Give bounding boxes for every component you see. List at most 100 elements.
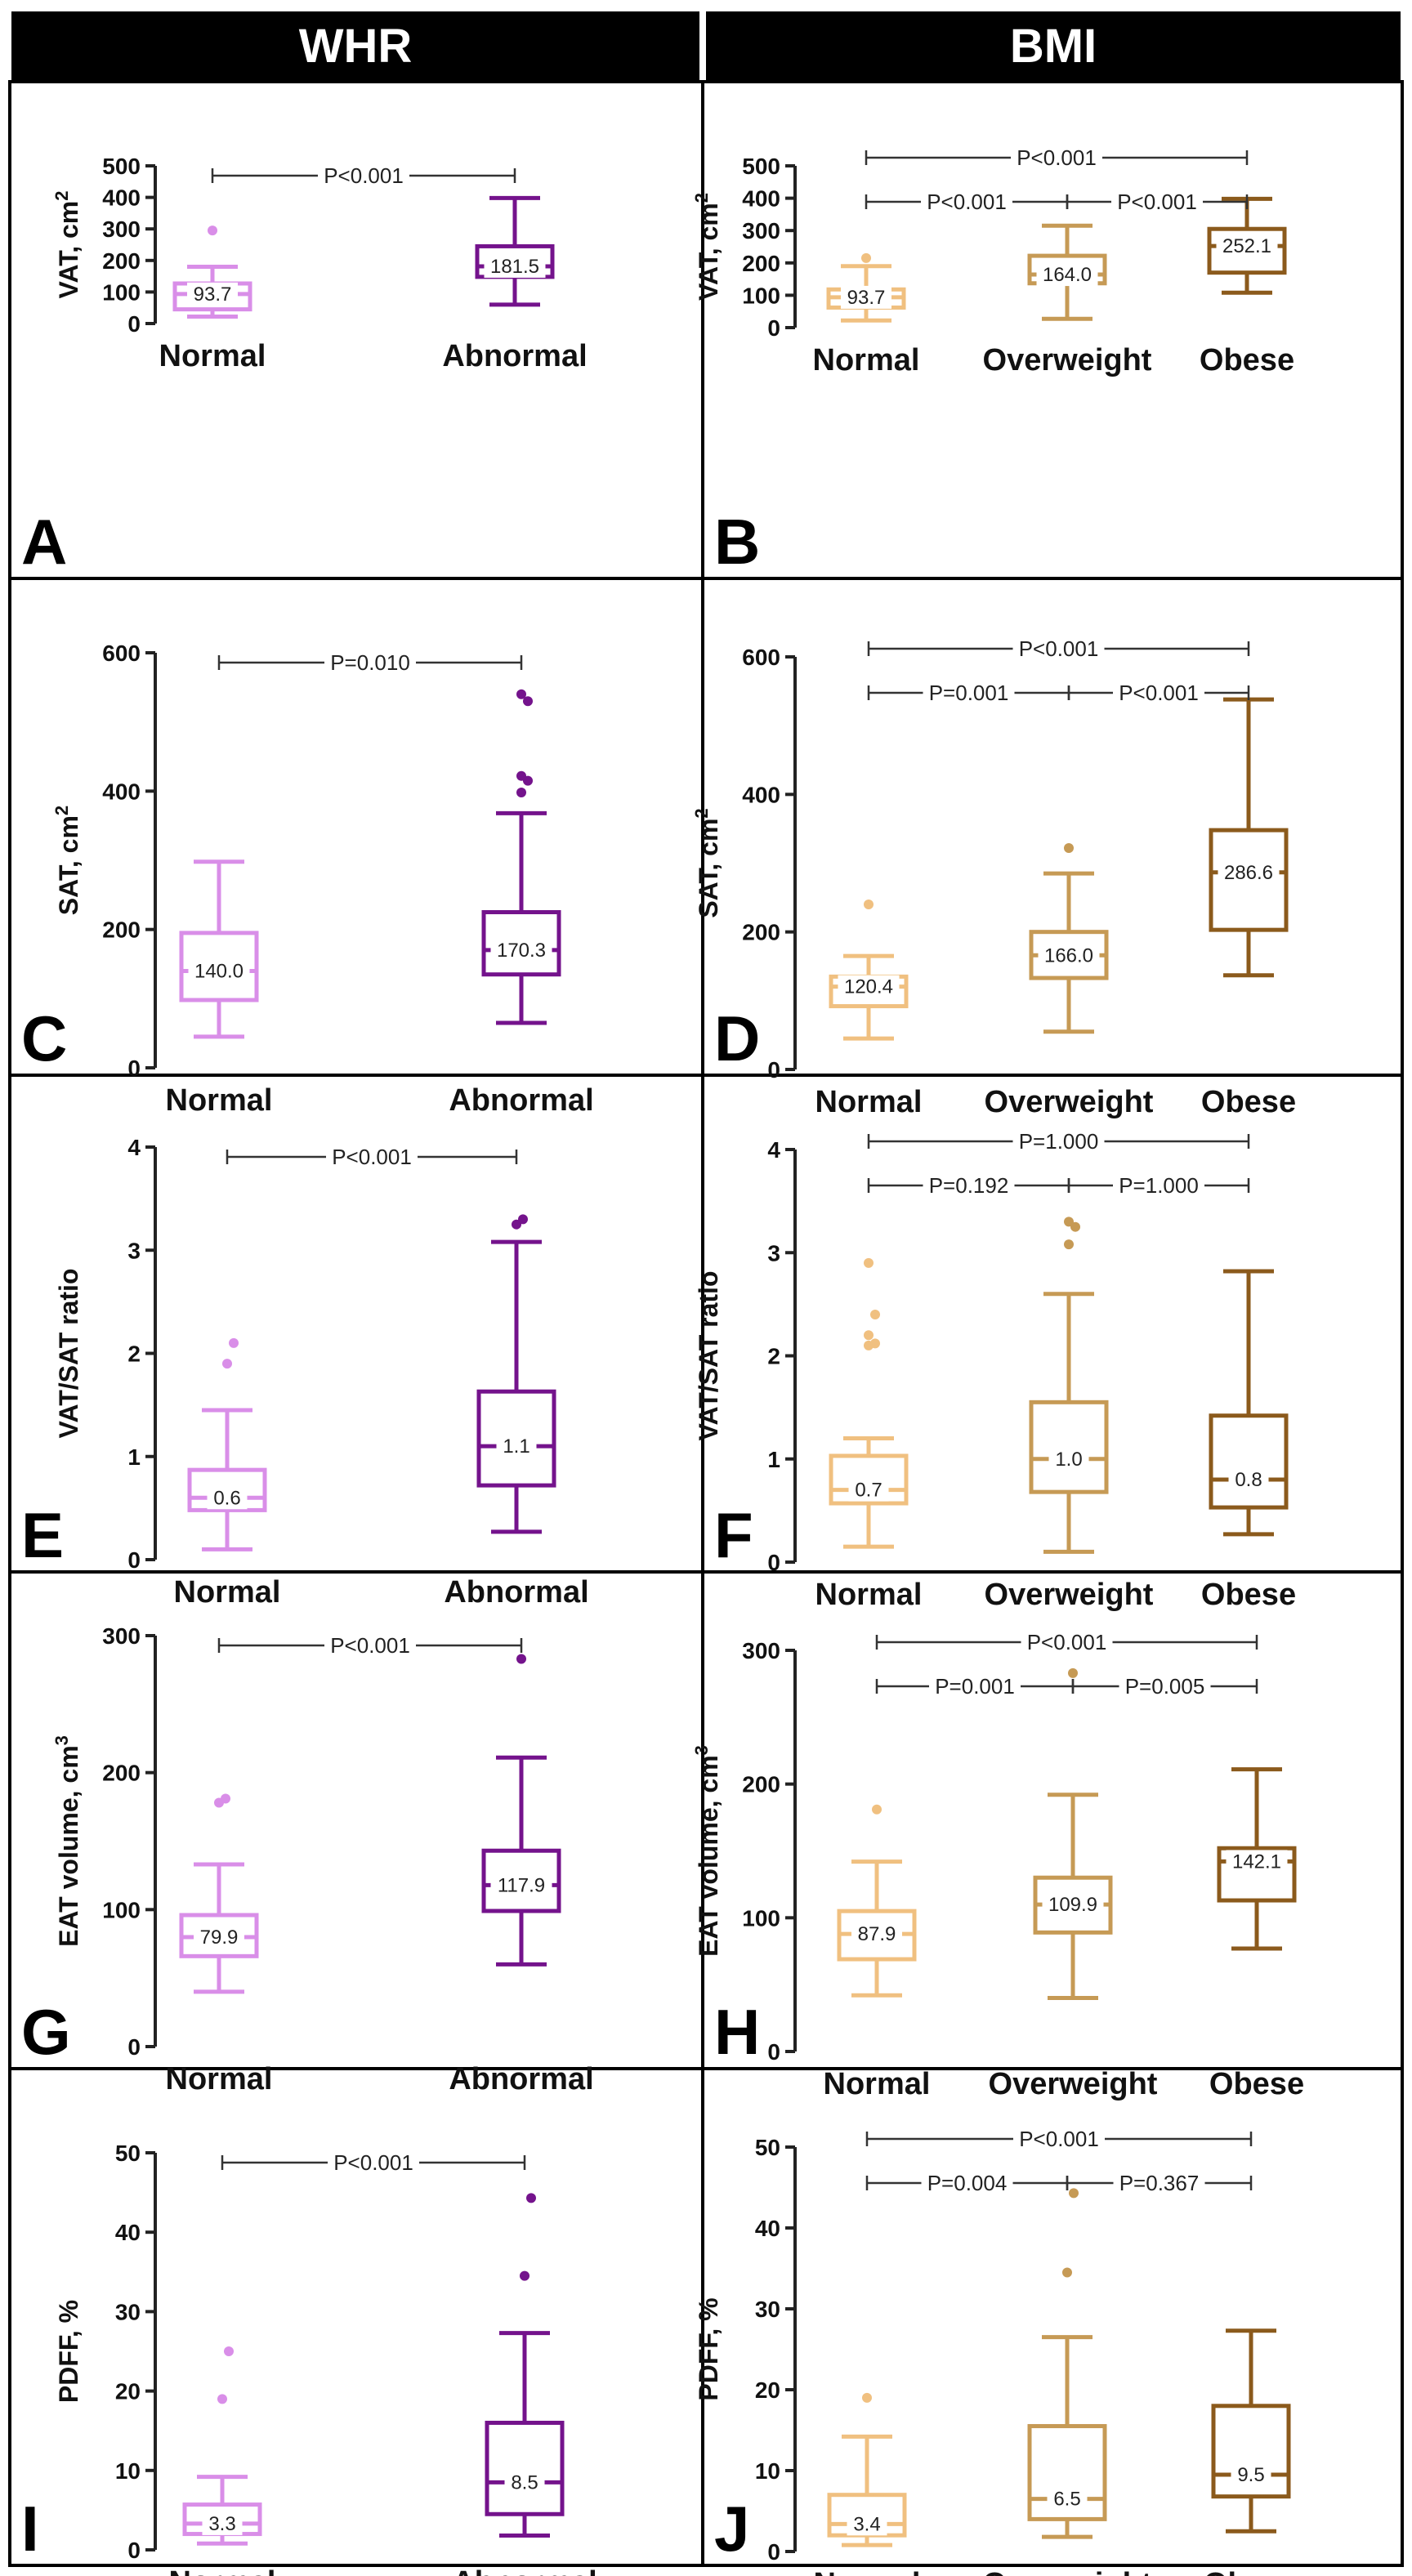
box-abnormal: 8.5 bbox=[485, 2193, 565, 2538]
significance-bracket: P=0.367 bbox=[1066, 2170, 1253, 2195]
x-category-label: Normal bbox=[166, 1083, 273, 1118]
median-label: 286.6 bbox=[1224, 862, 1273, 884]
median-label: 181.5 bbox=[490, 256, 539, 278]
median-label: 120.4 bbox=[844, 976, 893, 998]
box-normal: 0.7 bbox=[829, 1257, 909, 1549]
outlier-point bbox=[1069, 2188, 1079, 2199]
box-normal: 87.9 bbox=[837, 1804, 917, 1998]
median-label-bg bbox=[1048, 1447, 1089, 1471]
panel-f: 0 1 2 3 4 VAT/SAT ratio F 0.7 Normal 1.0 Overweigh… bbox=[694, 1128, 1296, 1612]
median-label-bg bbox=[490, 1873, 552, 1897]
median-label-bg bbox=[1216, 234, 1278, 258]
median-label: 8.5 bbox=[511, 2471, 538, 2493]
median-label-bg bbox=[490, 938, 552, 962]
y-axis-label-superscript: 2 bbox=[51, 806, 72, 815]
outlier-point bbox=[870, 1338, 880, 1349]
y-tick-label: 2 bbox=[127, 1342, 141, 1367]
p-value-label: P=0.367 bbox=[1119, 2171, 1200, 2195]
x-category-label: Abnormal bbox=[449, 1083, 593, 1118]
y-tick-label: 4 bbox=[767, 1137, 780, 1163]
column-header-bmi: BMI bbox=[706, 11, 1401, 80]
outlier-point bbox=[862, 2392, 872, 2403]
y-tick-label: 40 bbox=[115, 2220, 141, 2245]
outlier-point bbox=[1068, 1667, 1078, 1678]
box-abnormal: 117.9 bbox=[481, 1654, 561, 1967]
p-value-label: P<0.001 bbox=[1019, 2127, 1099, 2151]
p-value-label: P<0.001 bbox=[1117, 190, 1197, 214]
x-category-label: Abnormal bbox=[452, 2565, 597, 2576]
box-obese: 0.8 bbox=[1209, 1269, 1289, 1537]
y-tick-label: 100 bbox=[102, 1897, 141, 1922]
panel-letter: A bbox=[21, 506, 67, 578]
outlier-point bbox=[864, 1330, 874, 1341]
box-obese: 142.1 bbox=[1217, 1767, 1297, 1951]
median-label-bg bbox=[1047, 2487, 1088, 2511]
outlier-point bbox=[1064, 842, 1074, 853]
median-label-bg bbox=[848, 1478, 889, 1502]
y-tick-label: 0 bbox=[767, 2539, 780, 2565]
p-value-label: P<0.001 bbox=[324, 163, 404, 188]
y-tick-label: 0 bbox=[127, 1547, 141, 1573]
outlier-point bbox=[217, 2394, 227, 2404]
panel-letter: F bbox=[714, 1499, 753, 1571]
significance-bracket: P=0.001 bbox=[867, 680, 1070, 705]
median-label: 93.7 bbox=[194, 283, 232, 306]
p-value-label: P<0.001 bbox=[1027, 1630, 1107, 1654]
y-tick-label: 100 bbox=[742, 1905, 780, 1931]
box-normal: 79.9 bbox=[179, 1793, 259, 1994]
box-normal: 3.4 bbox=[827, 2392, 907, 2547]
x-category-label: Normal bbox=[813, 343, 920, 377]
p-value-label: P=0.005 bbox=[1125, 1674, 1205, 1699]
x-category-label: Overweight bbox=[989, 2067, 1158, 2101]
y-tick-label: 200 bbox=[742, 920, 780, 945]
y-tick-label: 400 bbox=[102, 779, 141, 804]
bracket-label-bg bbox=[324, 1632, 416, 1657]
x-category-label: Normal bbox=[824, 2067, 931, 2101]
bracket-label-bg bbox=[318, 163, 409, 187]
panel-letter: C bbox=[21, 1002, 67, 1074]
outlier-point bbox=[1062, 2267, 1072, 2278]
median-label-bg bbox=[484, 254, 546, 278]
y-tick-label: 30 bbox=[755, 2297, 780, 2322]
median-label-bg bbox=[194, 1926, 244, 1949]
box-obese: 252.1 bbox=[1207, 196, 1287, 295]
box-normal: 93.7 bbox=[172, 225, 252, 319]
panel-letter: H bbox=[714, 1996, 760, 2068]
panel-frame-j bbox=[701, 2067, 1404, 2567]
y-tick-label: 3 bbox=[127, 1238, 141, 1263]
y-tick-label: 200 bbox=[102, 917, 141, 943]
outlier-point bbox=[221, 1793, 230, 1804]
bracket-label-bg bbox=[1113, 680, 1204, 704]
iqr-box bbox=[485, 2420, 565, 2516]
y-tick-label: 0 bbox=[127, 2034, 141, 2060]
outlier-point bbox=[864, 1257, 874, 1268]
significance-bracket: P<0.001 bbox=[1067, 680, 1250, 705]
outlier-point bbox=[861, 252, 871, 263]
y-tick-label: 1 bbox=[127, 1444, 141, 1470]
panel-letter: B bbox=[714, 506, 760, 578]
x-category-label: Normal bbox=[169, 2565, 276, 2576]
significance-bracket: P=0.192 bbox=[867, 1172, 1070, 1198]
x-category-label: Obese bbox=[1201, 1085, 1296, 1119]
x-category-label: Obese bbox=[1200, 343, 1294, 377]
y-tick-label: 400 bbox=[742, 186, 780, 212]
y-tick-label: 500 bbox=[742, 154, 780, 179]
x-category-label: Obese bbox=[1204, 2567, 1298, 2576]
panel-letter: I bbox=[21, 2493, 39, 2565]
box-abnormal: 181.5 bbox=[475, 195, 555, 307]
y-axis-label-superscript: 3 bbox=[51, 1735, 72, 1745]
median-label-bg bbox=[1226, 1850, 1288, 1873]
p-value-label: P<0.001 bbox=[1119, 681, 1199, 705]
x-category-label: Overweight bbox=[985, 1578, 1154, 1612]
bracket-label-bg bbox=[1012, 636, 1105, 660]
y-axis-label: SAT, cm2 bbox=[51, 806, 84, 915]
y-tick-label: 100 bbox=[742, 283, 780, 308]
median-label: 3.3 bbox=[208, 2513, 235, 2535]
median-label: 170.3 bbox=[497, 940, 546, 962]
y-tick-label: 0 bbox=[127, 311, 141, 337]
outlier-point bbox=[229, 1337, 239, 1348]
median-label-bg bbox=[851, 1922, 902, 1946]
box-overweight: 109.9 bbox=[1033, 1667, 1113, 2001]
outlier-point bbox=[516, 788, 526, 798]
